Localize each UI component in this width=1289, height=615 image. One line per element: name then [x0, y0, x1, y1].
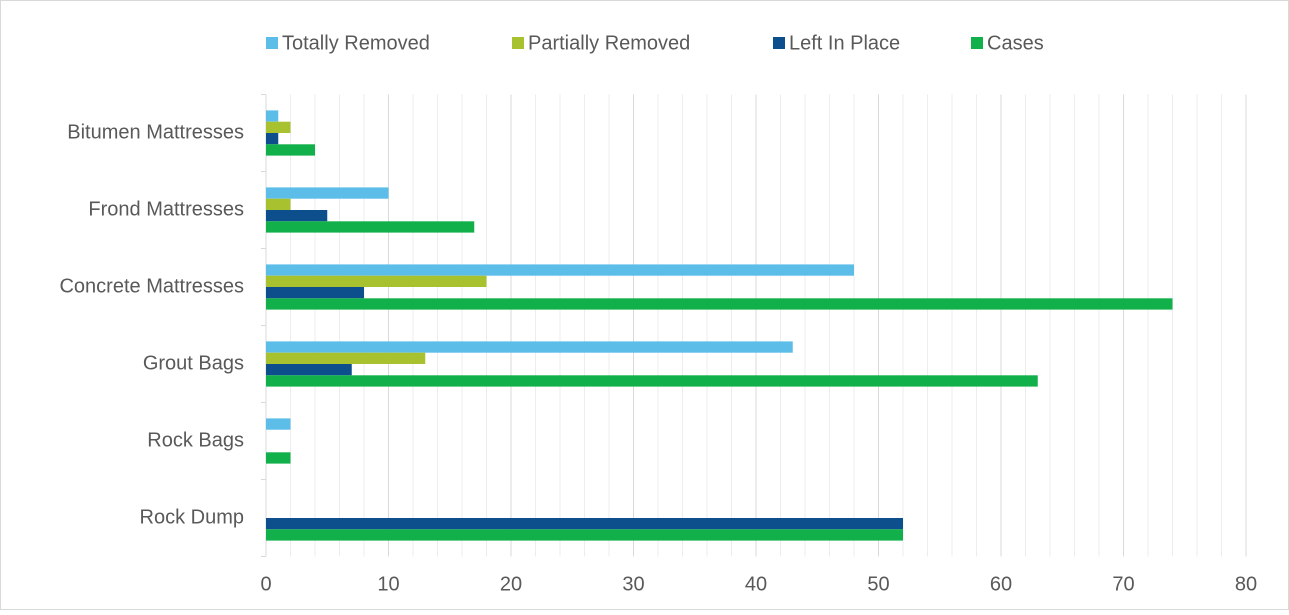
bar	[266, 298, 1173, 310]
legend-swatch	[773, 37, 785, 49]
bar	[266, 341, 793, 353]
bar	[266, 418, 291, 430]
y-tick-label: Bitumen Mattresses	[67, 121, 244, 143]
legend-label: Totally Removed	[282, 32, 430, 54]
x-tick-label: 70	[1112, 573, 1134, 595]
legend-swatch	[512, 37, 524, 49]
bar	[266, 210, 328, 222]
y-tick-label: Concrete Mattresses	[59, 275, 244, 297]
legend-label: Partially Removed	[528, 32, 690, 54]
y-tick-label: Rock Bags	[147, 429, 244, 451]
x-tick-label: 30	[622, 573, 644, 595]
bar	[266, 287, 364, 299]
bar	[266, 221, 475, 233]
legend-label: Left In Place	[789, 32, 900, 54]
bar	[266, 352, 426, 364]
legend-swatch	[971, 37, 983, 49]
x-tick-label: 80	[1235, 573, 1257, 595]
bar	[266, 133, 279, 145]
legend-swatch	[266, 37, 278, 49]
x-tick-label: 40	[745, 573, 767, 595]
y-tick-label: Rock Dump	[140, 506, 244, 528]
bar	[266, 452, 291, 464]
bar	[266, 264, 854, 276]
bar	[266, 144, 315, 156]
bar	[266, 275, 487, 287]
x-tick-label: 10	[377, 573, 399, 595]
x-tick-label: 0	[260, 573, 271, 595]
bar	[266, 375, 1038, 387]
bar	[266, 364, 352, 376]
bar	[266, 187, 389, 199]
y-tick-label: Grout Bags	[143, 352, 244, 374]
legend-label: Cases	[987, 32, 1044, 54]
x-tick-label: 60	[990, 573, 1012, 595]
y-tick-label: Frond Mattresses	[88, 198, 244, 220]
x-tick-label: 20	[500, 573, 522, 595]
bar	[266, 518, 903, 530]
bar	[266, 529, 903, 541]
bar	[266, 121, 291, 133]
bar	[266, 198, 291, 210]
bar	[266, 110, 279, 122]
x-tick-label: 50	[867, 573, 889, 595]
